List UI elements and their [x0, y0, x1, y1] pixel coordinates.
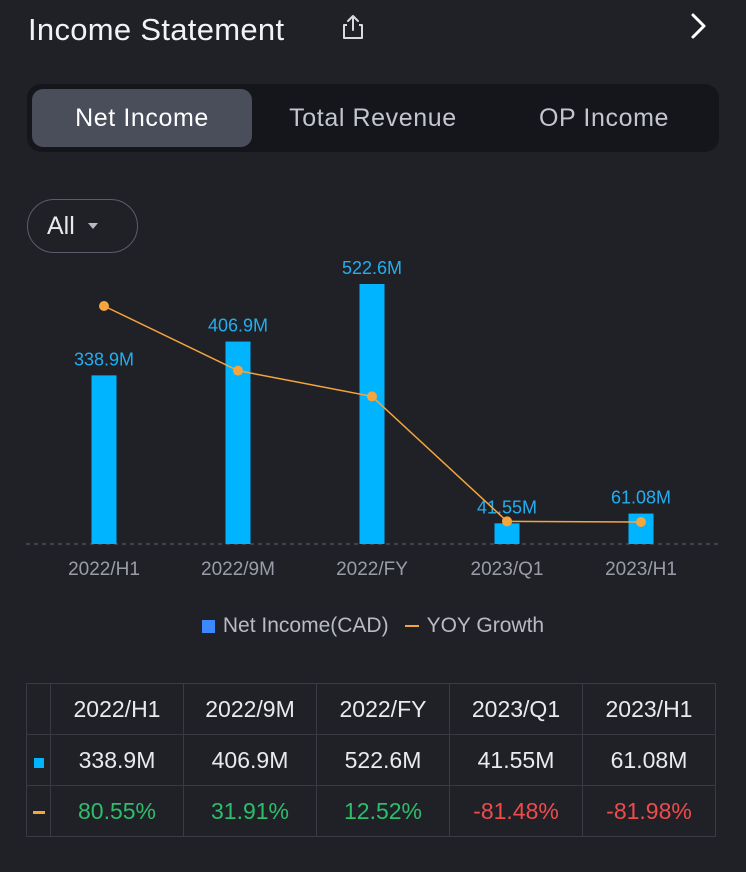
yoy-point-2022/9M — [233, 365, 243, 376]
tab-total-revenue[interactable]: Total Revenue — [289, 103, 457, 132]
bar-value-label: 522.6M — [342, 258, 402, 278]
legend-bar-swatch — [201, 619, 215, 633]
share-icon[interactable] — [338, 12, 368, 42]
table-cell: 522.6M — [316, 734, 450, 786]
table-cell: 61.08M — [582, 734, 716, 786]
table-header-cell: 2023/Q1 — [449, 683, 583, 735]
x-tick-label: 2022/9M — [201, 559, 275, 580]
data-table: 2022/H1 2022/9M 2022/FY 2023/Q1 2023/H1 … — [26, 683, 716, 837]
page-title: Income Statement — [28, 12, 285, 47]
yoy-point-2022/FY — [367, 391, 377, 402]
table-cell: -81.98% — [582, 785, 716, 837]
yoy-growth-marker — [26, 785, 51, 837]
caret-down-icon — [87, 223, 98, 229]
table-corner-cell — [26, 683, 51, 735]
period-filter-dropdown[interactable]: All — [27, 199, 138, 253]
table-header-row: 2022/H1 2022/9M 2022/FY 2023/Q1 2023/H1 — [26, 683, 716, 735]
yoy-point-2022/H1 — [99, 301, 109, 311]
table-cell: -81.48% — [449, 785, 583, 837]
bar-2022/H1 — [91, 375, 117, 544]
bar-value-label: 41.55M — [477, 497, 537, 517]
yoy-point-2023/Q1 — [502, 516, 512, 527]
table-cell: 338.9M — [50, 734, 184, 786]
table-cell: 80.55% — [50, 785, 184, 837]
legend-bar-label: Net Income(CAD) — [222, 614, 389, 637]
legend-line-swatch — [404, 625, 419, 627]
header: Income Statement — [28, 8, 718, 50]
table-cell: 41.55M — [449, 734, 583, 786]
legend-line-label: YOY Growth — [426, 614, 545, 637]
chevron-right-icon[interactable] — [686, 10, 710, 42]
table-header-cell: 2022/9M — [183, 683, 317, 735]
table-header-cell: 2022/H1 — [50, 683, 184, 735]
period-filter-label: All — [47, 211, 75, 240]
table-row-net-income: 338.9M 406.9M 522.6M 41.55M 61.08M — [26, 734, 716, 786]
table-cell: 31.91% — [183, 785, 317, 837]
bar-value-label: 338.9M — [74, 349, 134, 369]
table-header-cell: 2023/H1 — [582, 683, 716, 735]
tab-net-income[interactable]: Net Income — [32, 89, 252, 147]
table-row-yoy-growth: 80.55% 31.91% 12.52% -81.48% -81.98% — [26, 785, 716, 837]
bar-value-label: 61.08M — [611, 488, 671, 508]
bar-value-label: 406.9M — [208, 316, 268, 336]
bar-2023/Q1 — [494, 523, 520, 544]
tab-op-income[interactable]: OP Income — [539, 103, 669, 132]
table-cell: 406.9M — [183, 734, 317, 786]
yoy-point-2023/H1 — [636, 517, 646, 527]
metric-tabs: Net Income Total Revenue OP Income — [27, 84, 719, 152]
chart-legend: Net Income(CAD) YOY Growth — [0, 614, 746, 638]
table-header-cell: 2022/FY — [316, 683, 450, 735]
net-income-marker — [26, 734, 51, 786]
x-tick-label: 2022/FY — [336, 559, 408, 580]
x-tick-label: 2023/Q1 — [471, 559, 544, 580]
x-tick-label: 2023/H1 — [605, 559, 677, 580]
table-cell: 12.52% — [316, 785, 450, 837]
net-income-chart: 338.9M 2022/H1 406.9M 2022/9M 522.6M 2022/FY 4… — [26, 258, 720, 580]
x-tick-label: 2022/H1 — [68, 559, 140, 580]
bar-2022/FY — [359, 284, 385, 544]
